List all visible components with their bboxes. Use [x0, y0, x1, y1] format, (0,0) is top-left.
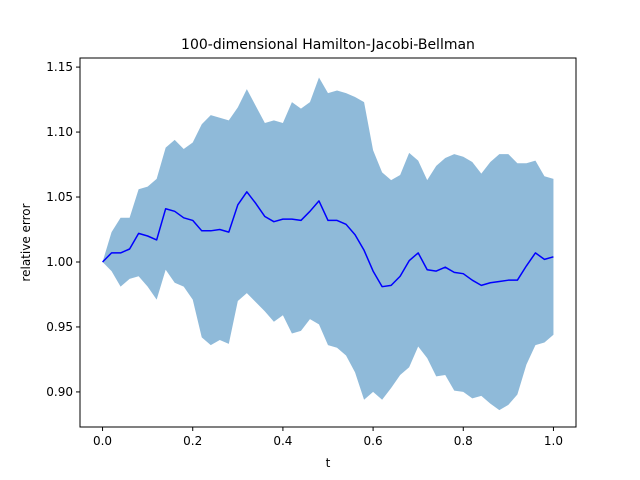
mean-line — [102, 191, 554, 288]
y-tick-label: 1.00 — [46, 255, 73, 269]
y-tick-label: 1.15 — [46, 60, 73, 74]
y-axis-label: relative error — [19, 203, 33, 281]
ticks-layer: 0.0 0.2 0.4 0.6 0.8 1.0 0.90 0.95 1.00 1.05 1.10 1.… — [46, 60, 563, 448]
x-axis-label: t — [326, 456, 331, 470]
x-tick-label: 0.8 — [454, 434, 473, 448]
x-tick-label: 0.2 — [183, 434, 202, 448]
chart-title: 100-dimensional Hamilton-Jacobi-Bellman — [181, 37, 475, 53]
y-tick-label: 1.05 — [46, 190, 73, 204]
x-tick-label: 0.4 — [273, 434, 292, 448]
x-tick-label: 1.0 — [544, 434, 563, 448]
x-tick-label: 0.6 — [364, 434, 383, 448]
axes-frame — [79, 57, 577, 428]
y-tick-label: 0.95 — [46, 320, 73, 334]
confidence-band — [102, 77, 554, 411]
plot-layer — [102, 77, 554, 411]
y-tick-label: 0.90 — [46, 385, 73, 399]
x-tick-label: 0.0 — [93, 434, 112, 448]
y-tick-label: 1.10 — [46, 125, 73, 139]
